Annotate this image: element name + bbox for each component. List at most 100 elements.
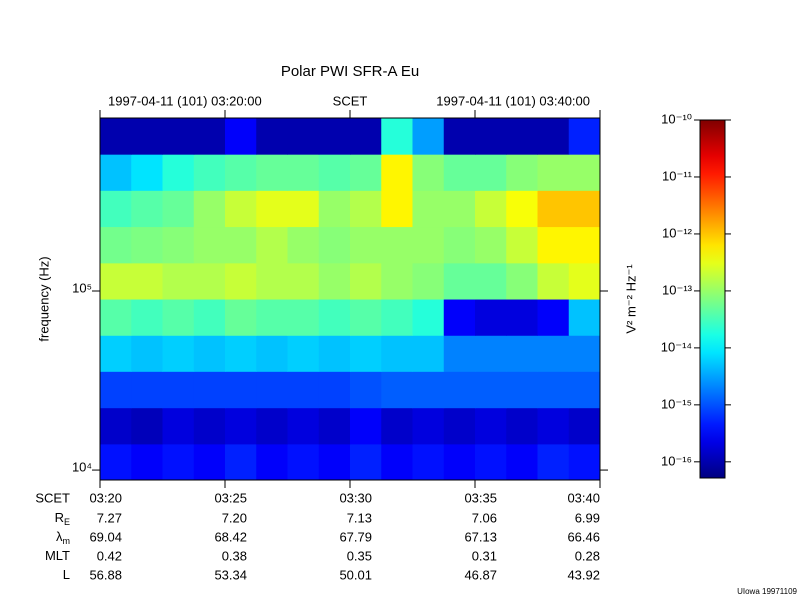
spectrogram-cell [287, 226, 320, 264]
spectrogram-cell [443, 443, 476, 481]
spectrogram-cell [162, 407, 195, 445]
spectrogram-cell [318, 262, 351, 300]
spectrogram-cell [193, 335, 226, 372]
spectrogram-cell [443, 371, 476, 409]
spectrogram-cell [318, 371, 351, 409]
spectrogram-cell [287, 335, 320, 372]
x-tick-label: 03:20 [89, 490, 122, 505]
spectrogram-cell [100, 226, 132, 264]
spectrogram-cell [287, 407, 320, 445]
spectrogram-cell [506, 190, 538, 228]
ephemeris-value: 68.42 [214, 529, 247, 544]
spectrogram-cell [350, 154, 382, 191]
spectrogram-cell [412, 407, 445, 445]
spectrogram-cell [350, 262, 382, 300]
y-tick-label: 10⁴ [72, 459, 92, 474]
footer: UIowa 19971109 [737, 587, 797, 596]
spectrogram-cell [537, 118, 570, 155]
spectrogram-cell [318, 407, 351, 445]
spectrogram-cell [568, 371, 601, 409]
ephemeris-value: 67.13 [464, 529, 497, 544]
spectrogram-cell [256, 226, 288, 264]
ephemeris-value: 0.31 [472, 548, 497, 563]
spectrogram-cell [131, 118, 163, 155]
spectrogram-cell [287, 190, 320, 228]
y-axis-label: frequency (Hz) [36, 256, 51, 341]
spectrogram-cell [506, 154, 538, 191]
spectrogram-cell [381, 190, 413, 228]
spectrogram-cell [287, 154, 320, 191]
spectrogram-cell [162, 335, 195, 372]
spectrogram-cell [193, 154, 226, 191]
colorbar-tick-label: 10⁻¹³ [662, 282, 693, 297]
spectrogram-cell [412, 262, 445, 300]
spectrogram-cell [287, 443, 320, 481]
spectrogram-cell [537, 226, 570, 264]
spectrogram-cell [475, 118, 507, 155]
spectrogram-cell [475, 335, 507, 372]
spectrogram-cell [318, 190, 351, 228]
spectrogram-cell [506, 371, 538, 409]
spectrogram-cell [537, 335, 570, 372]
ephemeris-value: 6.99 [575, 510, 600, 525]
spectrogram-cell [537, 190, 570, 228]
spectrogram-cell [287, 371, 320, 409]
spectrogram-cell [381, 299, 413, 336]
spectrogram-cell [350, 226, 382, 264]
spectrogram-cell [568, 407, 601, 445]
spectrogram-cell [475, 226, 507, 264]
spectrogram-cell [568, 226, 601, 264]
spectrogram-cell [412, 190, 445, 228]
spectrogram-cell [350, 190, 382, 228]
spectrogram-cell [350, 118, 382, 155]
spectrogram-cell [506, 443, 538, 481]
ephemeris-label-sub: E [64, 517, 70, 527]
spectrogram-cell [506, 262, 538, 300]
spectrogram-cell [193, 262, 226, 300]
ephemeris-value: 46.87 [464, 567, 497, 582]
spectrogram-cell [537, 371, 570, 409]
spectrogram-cell [568, 190, 601, 228]
ephemeris-value: 0.28 [575, 548, 600, 563]
spectrogram-cell [350, 407, 382, 445]
spectrogram-cell [131, 407, 163, 445]
ephemeris-label: MLT [45, 548, 70, 563]
spectrogram-cell [162, 154, 195, 191]
colorbar [699, 119, 726, 479]
spectrogram-cell [256, 407, 288, 445]
ephemeris-value: 53.34 [214, 567, 247, 582]
x-tick-label: 03:25 [214, 490, 247, 505]
spectrogram-cell [287, 118, 320, 155]
spectrogram-cell [506, 118, 538, 155]
spectrogram-cell [537, 262, 570, 300]
x-tick-label: 03:30 [339, 490, 372, 505]
spectrogram-cell [162, 226, 195, 264]
ephemeris-value: 0.38 [222, 548, 247, 563]
spectrogram-cell [475, 371, 507, 409]
spectrogram-cell [381, 335, 413, 372]
spectrogram-cell [506, 335, 538, 372]
spectrogram-cell [443, 226, 476, 264]
spectrogram-cell [318, 154, 351, 191]
spectrogram-cell [568, 262, 601, 300]
header-center: SCET [333, 93, 368, 108]
spectrogram-cell [256, 262, 288, 300]
ephemeris-value: 56.88 [89, 567, 122, 582]
spectrogram-cell [412, 371, 445, 409]
spectrogram-cell [381, 407, 413, 445]
spectrogram-cell [193, 226, 226, 264]
spectrogram-cell [475, 299, 507, 336]
spectrogram-cell [318, 118, 351, 155]
spectrogram-cell [100, 262, 132, 300]
ephemeris-label: λm [56, 529, 70, 546]
spectrogram-cell [131, 335, 163, 372]
spectrogram-cell [256, 190, 288, 228]
spectrogram-cell [256, 118, 288, 155]
ephemeris-value: 69.04 [89, 529, 122, 544]
spectrogram-cell [225, 118, 257, 155]
spectrogram-cell [162, 190, 195, 228]
spectrogram-cell [568, 443, 601, 481]
spectrogram-cell [381, 443, 413, 481]
spectrogram-cell [256, 335, 288, 372]
spectrogram-cell [537, 154, 570, 191]
